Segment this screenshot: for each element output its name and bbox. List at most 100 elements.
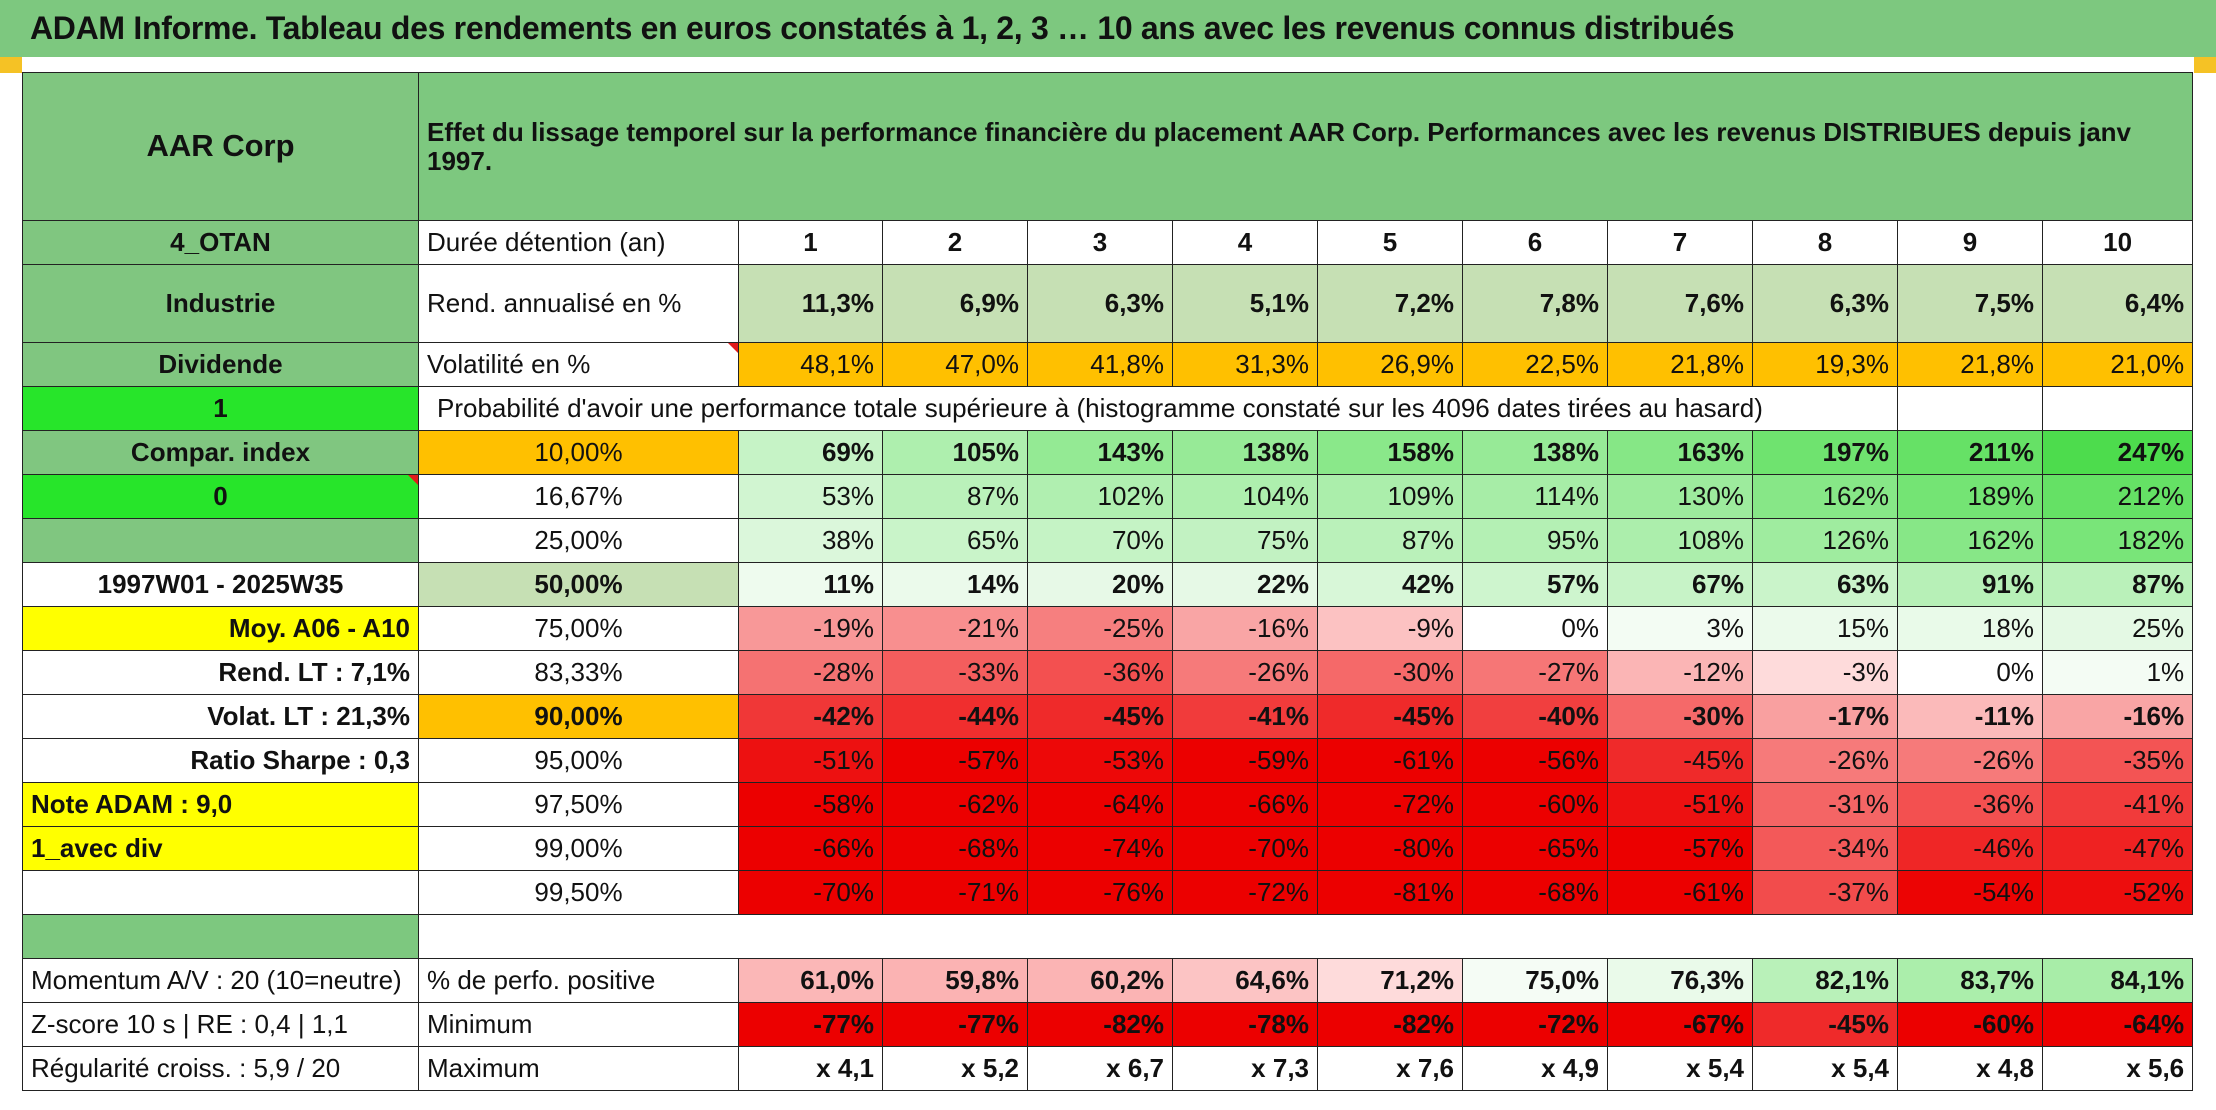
return-value-cell: -59% xyxy=(1172,738,1318,783)
return-value-cell: -19% xyxy=(738,606,883,651)
return-value-cell: 91% xyxy=(1897,562,2043,607)
year-header: 3 xyxy=(1027,220,1173,265)
return-value-cell: 114% xyxy=(1462,474,1608,519)
year-header: 6 xyxy=(1462,220,1608,265)
return-value-cell: -61% xyxy=(1607,870,1753,915)
return-value-cell: -16% xyxy=(1172,606,1318,651)
report-title: ADAM Informe. Tableau des rendements en … xyxy=(0,0,2216,57)
return-value-cell: 63% xyxy=(1752,562,1898,607)
return-value-cell: -45% xyxy=(1027,694,1173,739)
rend-value: 7,8% xyxy=(1462,264,1608,343)
return-value-cell: -47% xyxy=(2041,826,2194,871)
return-value-cell: -45% xyxy=(1607,738,1753,783)
rend-lt-cell: Rend. LT : 7,1% xyxy=(22,650,419,695)
return-value-cell: 162% xyxy=(1897,518,2043,563)
percentile-cell: 10,00% xyxy=(418,430,739,475)
return-value-cell: -42% xyxy=(738,694,883,739)
pct-positive-value: 75,0% xyxy=(1462,958,1608,1003)
maximum-label: Maximum xyxy=(418,1046,739,1091)
return-value-cell: 197% xyxy=(1752,430,1898,475)
maximum-value: x 7,6 xyxy=(1317,1046,1463,1091)
pct-positive-value: 82,1% xyxy=(1752,958,1898,1003)
year-header: 1 xyxy=(738,220,883,265)
vol-value: 48,1% xyxy=(738,342,883,387)
percentile-cell: 16,67% xyxy=(418,474,739,519)
minimum-value: -45% xyxy=(1752,1002,1898,1047)
return-value-cell: -44% xyxy=(882,694,1028,739)
rend-value: 5,1% xyxy=(1172,264,1318,343)
return-value-cell: 0% xyxy=(1897,650,2043,695)
moy-cell: Moy. A06 - A10 xyxy=(22,606,419,651)
return-value-cell: -11% xyxy=(1897,694,2043,739)
return-value-cell: 65% xyxy=(882,518,1028,563)
return-value-cell: -58% xyxy=(738,782,883,827)
return-value-cell: -36% xyxy=(1027,650,1173,695)
return-value-cell: 67% xyxy=(1607,562,1753,607)
return-value-cell: -56% xyxy=(1462,738,1608,783)
pct-positive-value: 71,2% xyxy=(1317,958,1463,1003)
dividend-label: Dividende xyxy=(22,342,419,387)
return-value-cell: 211% xyxy=(1897,430,2043,475)
corner-marker-left xyxy=(0,57,22,73)
return-value-cell: -62% xyxy=(882,782,1028,827)
rend-value: 7,6% xyxy=(1607,264,1753,343)
maximum-value: x 5,6 xyxy=(2041,1046,2194,1091)
year-header: 5 xyxy=(1317,220,1463,265)
return-value-cell: 38% xyxy=(738,518,883,563)
return-value-cell: 143% xyxy=(1027,430,1173,475)
pct-positive-value: 84,1% xyxy=(2041,958,2194,1003)
pct-positive-value: 64,6% xyxy=(1172,958,1318,1003)
vol-label: Volatilité en % xyxy=(418,342,739,387)
return-value-cell: -57% xyxy=(882,738,1028,783)
note-adam-cell: Note ADAM : 9,0 xyxy=(22,782,419,827)
vol-value: 21,8% xyxy=(1607,342,1753,387)
year-header: 10 xyxy=(2041,220,2194,265)
return-value-cell: -26% xyxy=(1897,738,2043,783)
percentile-cell: 97,50% xyxy=(418,782,739,827)
return-value-cell: -60% xyxy=(1462,782,1608,827)
momentum-cell: Momentum A/V : 20 (10=neutre) xyxy=(22,958,419,1003)
return-value-cell: 14% xyxy=(882,562,1028,607)
year-header: 8 xyxy=(1752,220,1898,265)
year-header: 2 xyxy=(882,220,1028,265)
return-value-cell: -30% xyxy=(1607,694,1753,739)
rend-value: 6,4% xyxy=(2041,264,2194,343)
pct-positive-value: 76,3% xyxy=(1607,958,1753,1003)
pct-positive-label: % de perfo. positive xyxy=(418,958,739,1003)
return-value-cell: -66% xyxy=(1172,782,1318,827)
return-value-cell: 42% xyxy=(1317,562,1463,607)
maximum-value: x 5,4 xyxy=(1752,1046,1898,1091)
code-cell: 4_OTAN xyxy=(22,220,419,265)
return-value-cell: -41% xyxy=(1172,694,1318,739)
return-value-cell: 20% xyxy=(1027,562,1173,607)
return-value-cell: 87% xyxy=(1317,518,1463,563)
return-value-cell: -54% xyxy=(1897,870,2043,915)
company-name: AAR Corp xyxy=(22,72,419,221)
pct-positive-value: 59,8% xyxy=(882,958,1028,1003)
compar-value-cell: 0 xyxy=(22,474,419,519)
maximum-value: x 4,9 xyxy=(1462,1046,1608,1091)
minimum-value: -77% xyxy=(882,1002,1028,1047)
return-value-cell: 3% xyxy=(1607,606,1753,651)
return-value-cell: 138% xyxy=(1172,430,1318,475)
return-value-cell: -72% xyxy=(1172,870,1318,915)
probability-caption: Probabilité d'avoir une performance tota… xyxy=(418,386,1898,431)
return-value-cell: -45% xyxy=(1317,694,1463,739)
maximum-value: x 5,4 xyxy=(1607,1046,1753,1091)
return-value-cell: -53% xyxy=(1027,738,1173,783)
minimum-value: -60% xyxy=(1897,1002,2043,1047)
vol-value: 41,8% xyxy=(1027,342,1173,387)
return-value-cell: -76% xyxy=(1027,870,1173,915)
period-cell: 1997W01 - 2025W35 xyxy=(22,562,419,607)
percentile-cell: 90,00% xyxy=(418,694,739,739)
return-value-cell: 87% xyxy=(2041,562,2194,607)
year-header: 9 xyxy=(1897,220,2043,265)
return-value-cell: 0% xyxy=(1462,606,1608,651)
return-value-cell: 182% xyxy=(2041,518,2194,563)
return-value-cell: -61% xyxy=(1317,738,1463,783)
return-value-cell: -46% xyxy=(1897,826,2043,871)
return-value-cell: -57% xyxy=(1607,826,1753,871)
maximum-value: x 7,3 xyxy=(1172,1046,1318,1091)
year-header: 7 xyxy=(1607,220,1753,265)
return-value-cell: -70% xyxy=(1172,826,1318,871)
